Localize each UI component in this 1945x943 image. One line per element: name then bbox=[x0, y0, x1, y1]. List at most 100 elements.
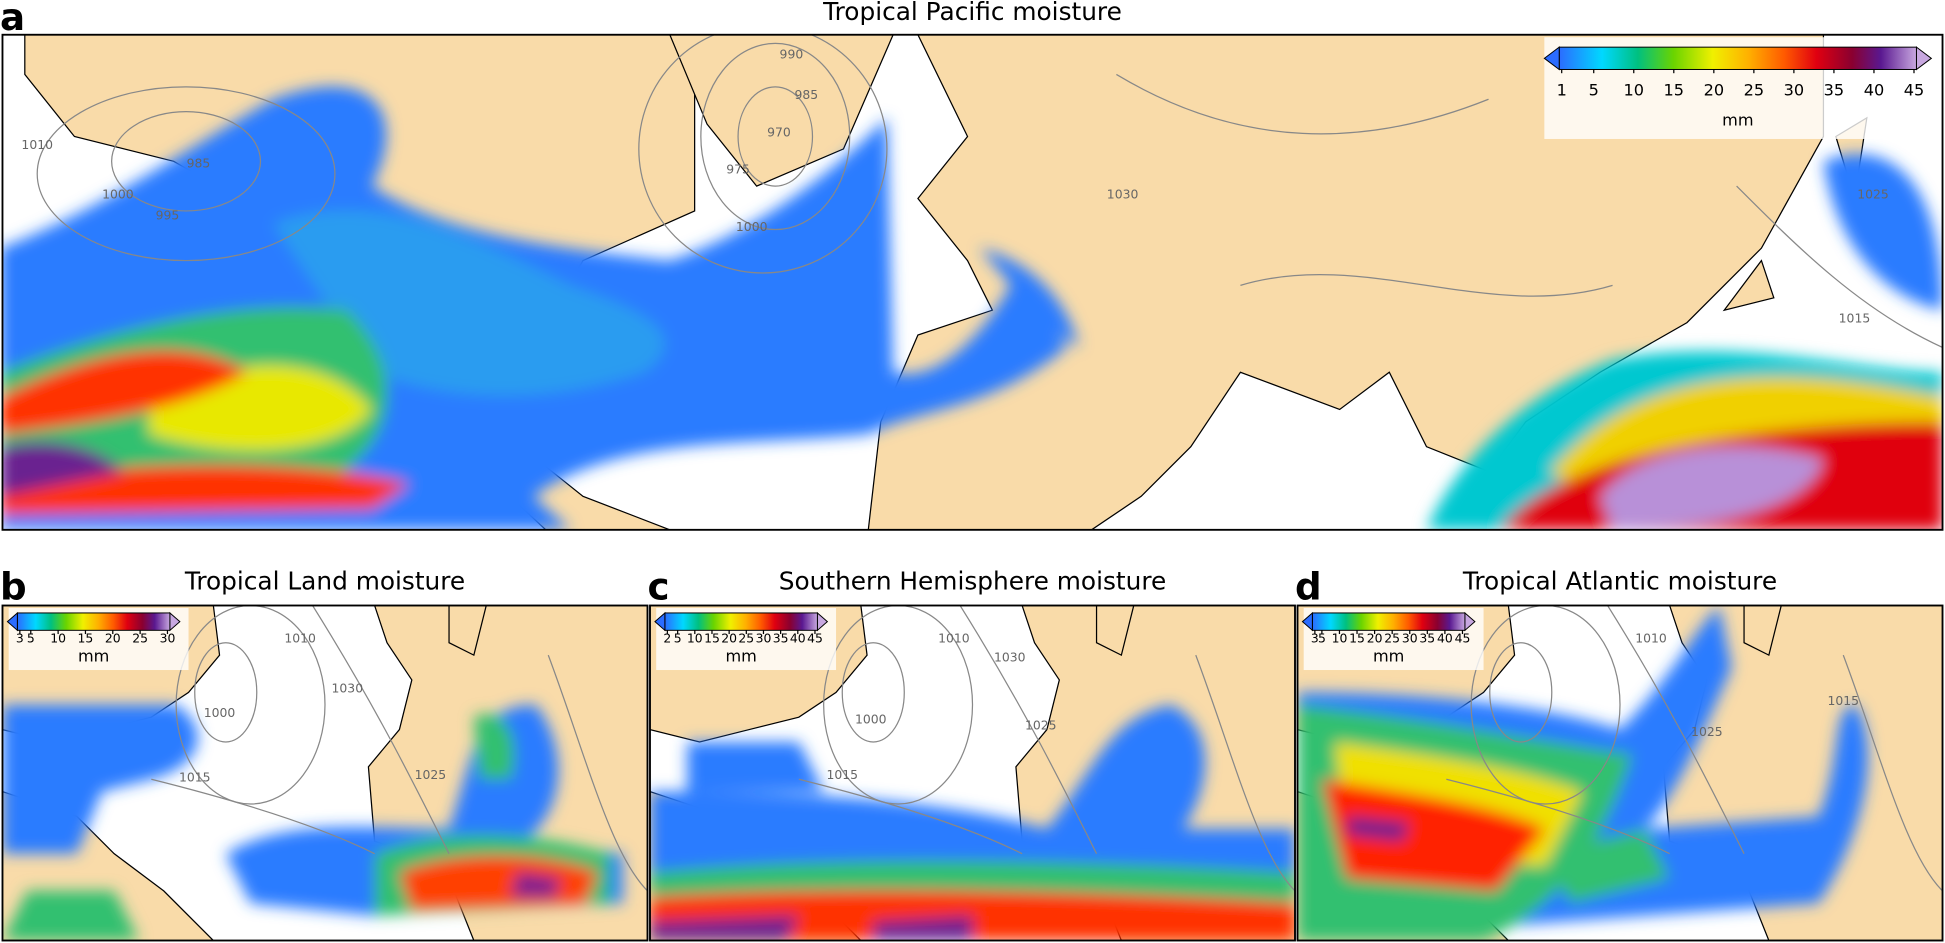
frame bbox=[1296, 604, 1944, 942]
colorbar-tick-label: 40 bbox=[1437, 631, 1453, 646]
panel-title: Tropical Pacific moisture bbox=[822, 0, 1122, 26]
colorbar-tick-label: 40 bbox=[1864, 81, 1884, 100]
colorbar-extend bbox=[1915, 46, 1933, 71]
colorbar-tick-label: 45 bbox=[1904, 81, 1924, 100]
colorbar-tick-label: 15 bbox=[1664, 81, 1684, 100]
colorbar-unit: mm bbox=[725, 646, 756, 665]
colorbar bbox=[1558, 46, 1917, 70]
contour-label: 975 bbox=[726, 162, 750, 177]
contour-label: 1010 bbox=[284, 631, 316, 646]
colorbar-tick-label: 20 bbox=[1367, 631, 1383, 646]
contour-label: 1025 bbox=[415, 767, 447, 782]
colorbar-tick-label: 1 bbox=[1557, 81, 1567, 100]
colorbar-tick-label: 15 bbox=[1349, 631, 1365, 646]
colorbar-extend bbox=[654, 611, 666, 632]
frame bbox=[649, 604, 1296, 942]
panel-a: a Tropical Pacific moisture 990 985 970 975… bbox=[0, 0, 1944, 531]
colorbar-unit: mm bbox=[78, 646, 109, 665]
colorbar bbox=[664, 612, 818, 631]
panel-title: Tropical Land moisture bbox=[184, 566, 465, 595]
colorbar-tick-label: 30 bbox=[756, 631, 772, 646]
colorbar-tick-label: 20 bbox=[721, 631, 737, 646]
contour-label: 1025 bbox=[1857, 187, 1889, 202]
colorbar-tick-label: 2 bbox=[663, 631, 671, 646]
map-layer bbox=[1297, 605, 1869, 941]
colorbar-tick-label: 20 bbox=[1704, 81, 1724, 100]
isobars bbox=[36, 34, 1943, 348]
map-layer bbox=[649, 704, 1296, 941]
panel-title: Tropical Atlantic moisture bbox=[1462, 566, 1777, 595]
colorbar-tick-label: 10 bbox=[687, 631, 703, 646]
colorbar-tick-label: 30 bbox=[1402, 631, 1418, 646]
colorbar-extend bbox=[6, 611, 18, 632]
colorbar-extend bbox=[169, 611, 181, 632]
colorbar-extend bbox=[1464, 611, 1476, 632]
panel-label: d bbox=[1295, 564, 1322, 608]
colorbar-tick-label: 5 bbox=[674, 631, 682, 646]
colorbar-tick-label: 30 bbox=[160, 631, 176, 646]
colorbar-tick-label: 30 bbox=[1784, 81, 1804, 100]
contour-label: 995 bbox=[156, 208, 180, 223]
contour-label: 985 bbox=[187, 156, 211, 171]
colorbar-tick-label: 3 bbox=[16, 631, 24, 646]
colorbar-tick-label: 25 bbox=[738, 631, 754, 646]
colorbar-tick-label: 10 bbox=[1332, 631, 1348, 646]
colorbar-extend bbox=[1301, 611, 1313, 632]
colorbar-tick-label: 15 bbox=[704, 631, 720, 646]
frame bbox=[1, 604, 649, 942]
panel-label: a bbox=[0, 0, 25, 39]
colorbar-tick-label: 25 bbox=[132, 631, 148, 646]
contour-label: 1000 bbox=[204, 705, 236, 720]
map bbox=[1297, 605, 1943, 941]
colorbar-tick-label: 35 bbox=[773, 631, 789, 646]
colorbar-extend bbox=[816, 611, 829, 632]
colorbar-tick-label: 25 bbox=[1744, 81, 1764, 100]
contour-label: 1015 bbox=[179, 770, 211, 785]
contour-label: 1030 bbox=[1107, 187, 1139, 202]
colorbar-unit: mm bbox=[1373, 646, 1404, 665]
colorbar-tick-label: 20 bbox=[105, 631, 121, 646]
map-layer bbox=[798, 605, 1296, 892]
contour-label: 1015 bbox=[1828, 693, 1860, 708]
map-layer bbox=[151, 605, 648, 892]
colorbar-unit: mm bbox=[1722, 110, 1753, 129]
contour-label: 1030 bbox=[994, 649, 1026, 664]
colorbar-tick-label: 40 bbox=[790, 631, 806, 646]
colorbar-tick-label: 10 bbox=[1624, 81, 1644, 100]
colorbar-tick-label: 5 bbox=[1318, 631, 1326, 646]
contour-label: 1015 bbox=[826, 767, 858, 782]
contour-label: 1030 bbox=[332, 680, 364, 695]
colorbar-tick-label: 35 bbox=[1824, 81, 1844, 100]
contour-label: 990 bbox=[780, 46, 804, 61]
moisture-field bbox=[2, 86, 1943, 530]
colorbar-tick-label: 25 bbox=[1384, 631, 1400, 646]
contour-label: 1010 bbox=[1635, 631, 1667, 646]
contour-label: 1015 bbox=[1839, 311, 1871, 326]
contour-label: 1000 bbox=[102, 187, 134, 202]
colorbar bbox=[16, 612, 171, 631]
colorbar-tick-label: 35 bbox=[1419, 631, 1435, 646]
colorbar-tick-label: 3 bbox=[1311, 631, 1319, 646]
colorbar-extend bbox=[1543, 46, 1560, 71]
contour-label: 1025 bbox=[1691, 724, 1723, 739]
map-layer bbox=[2, 704, 623, 941]
contour-label: 1025 bbox=[1025, 718, 1057, 733]
panel-title: Southern Hemisphere moisture bbox=[779, 566, 1166, 595]
colorbar-tick-label: 15 bbox=[78, 631, 94, 646]
colorbar-tick-label: 10 bbox=[50, 631, 66, 646]
contour-label: 1010 bbox=[938, 631, 970, 646]
contour-label: 970 bbox=[767, 124, 791, 139]
frame bbox=[1, 33, 1944, 531]
map-layer bbox=[1446, 605, 1943, 892]
panel-label: b bbox=[0, 564, 27, 608]
contour-label: 985 bbox=[794, 87, 818, 102]
contour-label: 1000 bbox=[736, 219, 768, 234]
colorbar-tick-label: 5 bbox=[1589, 81, 1599, 100]
colorbar-tick-label: 45 bbox=[807, 631, 823, 646]
colorbar bbox=[1311, 612, 1466, 631]
contour-label: 1000 bbox=[855, 711, 887, 726]
